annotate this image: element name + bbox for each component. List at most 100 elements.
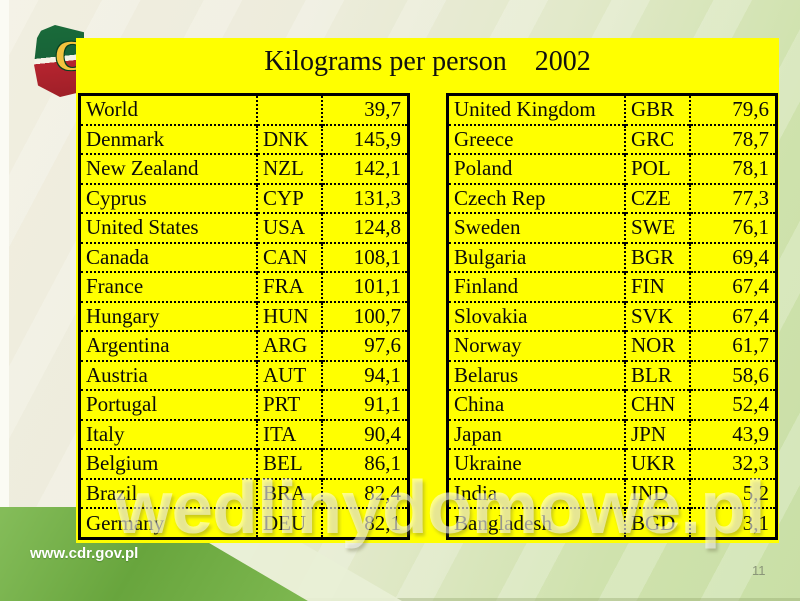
table-row: New Zealand NZL 142,1 — [79, 153, 409, 184]
table-row: Hungary HUN 100,7 — [79, 300, 409, 332]
table-row: Ukraine UKR 32,3 — [447, 448, 777, 479]
value-cell: 32,3 — [689, 448, 777, 479]
table-row: Bulgaria BGR 69,4 — [447, 241, 777, 273]
code-cell: JPN — [624, 418, 690, 450]
table-row: Greece GRC 78,7 — [447, 123, 777, 155]
value-cell: 58,6 — [689, 359, 777, 391]
value-cell: 67,4 — [689, 271, 777, 302]
code-cell: FRA — [256, 271, 322, 302]
table-row: Argentina ARG 97,6 — [79, 330, 409, 361]
value-cell: 61,7 — [689, 330, 777, 361]
country-cell: Norway — [447, 330, 625, 361]
code-cell: BLR — [624, 359, 690, 391]
value-cell: 124,8 — [321, 212, 409, 243]
code-cell: BRA — [256, 477, 322, 509]
table-row: United Kingdom GBR 79,6 — [448, 94, 777, 125]
table-row: World 39,7 — [80, 94, 409, 125]
value-cell: 67,4 — [689, 300, 777, 332]
value-cell: 131,3 — [321, 182, 409, 214]
value-cell: 82,4 — [321, 477, 409, 509]
code-cell — [256, 94, 322, 125]
country-cell: United Kingdom — [454, 97, 596, 122]
country-cell: Germany — [79, 507, 257, 539]
value-cell: 79,6 — [689, 94, 777, 125]
value-cell: 101,1 — [321, 271, 409, 302]
table-row: Italy ITA 90,4 — [79, 418, 409, 450]
slide-title: Kilograms per person 2002 — [264, 46, 591, 77]
left-edge-strip — [0, 0, 9, 601]
country-table-right: United Kingdom GBR 79,6 Greece GRC 78,7 Poland… — [446, 93, 778, 540]
country-cell: Poland — [447, 153, 625, 184]
code-cell: DEU — [256, 507, 322, 539]
country-cell: Canada — [79, 241, 257, 273]
table-row: India IND 5,2 — [447, 477, 777, 509]
value-cell: 76,1 — [689, 212, 777, 243]
table-row: Belgium BEL 86,1 — [79, 448, 409, 479]
value-cell: 108,1 — [321, 241, 409, 273]
country-cell: Japan — [447, 418, 625, 450]
code-cell: PRT — [256, 389, 322, 420]
country-cell: Brazil — [79, 477, 257, 509]
value-cell: 91,1 — [321, 389, 409, 420]
code-cell: CHN — [624, 389, 690, 420]
code-cell: UKR — [624, 448, 690, 479]
value-cell: 78,7 — [689, 123, 777, 155]
code-cell: AUT — [256, 359, 322, 391]
country-table-left: World 39,7 Denmark DNK 145,9 New Zealand NZL 14… — [78, 93, 410, 540]
code-cell: FIN — [624, 271, 690, 302]
code-cell: CZE — [624, 182, 690, 214]
value-cell: 82,1 — [321, 507, 409, 539]
country-cell: Greece — [447, 123, 625, 155]
value-cell: 145,9 — [321, 123, 409, 155]
code-cell: NZL — [256, 153, 322, 184]
table-row: Germany DEU 82,1 — [79, 507, 409, 539]
table-row: China CHN 52,4 — [447, 389, 777, 420]
value-cell: 78,1 — [689, 153, 777, 184]
table-row: United States USA 124,8 — [79, 212, 409, 243]
country-cell: Portugal — [79, 389, 257, 420]
code-cell: CAN — [256, 241, 322, 273]
country-cell: India — [447, 477, 625, 509]
country-cell: United States — [79, 212, 257, 243]
code-cell: USA — [256, 212, 322, 243]
table-row: Poland POL 78,1 — [447, 153, 777, 184]
table-row: Bangladesh BGD 3,1 — [447, 507, 777, 539]
country-cell: Belgium — [79, 448, 257, 479]
table-row: Portugal PRT 91,1 — [79, 389, 409, 420]
value-cell: 3,1 — [689, 507, 777, 539]
country-cell: Ukraine — [447, 448, 625, 479]
code-cell: BGD — [624, 507, 690, 539]
code-cell: GRC — [624, 123, 690, 155]
table-row: Denmark DNK 145,9 — [79, 123, 409, 155]
value-cell: 97,6 — [321, 330, 409, 361]
code-cell: DNK — [256, 123, 322, 155]
country-cell: France — [79, 271, 257, 302]
table-row: France FRA 101,1 — [79, 271, 409, 302]
country-cell: Sweden — [447, 212, 625, 243]
table-row: Brazil BRA 82,4 — [79, 477, 409, 509]
country-cell: Belarus — [447, 359, 625, 391]
country-cell: Cyprus — [79, 182, 257, 214]
country-cell: Italy — [79, 418, 257, 450]
code-cell: SWE — [624, 212, 690, 243]
country-cell: Bulgaria — [447, 241, 625, 273]
code-cell: BEL — [256, 448, 322, 479]
value-cell: 94,1 — [321, 359, 409, 391]
cdr-shield-logo: C — [34, 25, 84, 97]
value-cell: 43,9 — [689, 418, 777, 450]
code-cell: NOR — [624, 330, 690, 361]
code-cell: GBR — [624, 94, 690, 125]
table-row: Slovakia SVK 67,4 — [447, 300, 777, 332]
table-row: Japan JPN 43,9 — [447, 418, 777, 450]
footer-url: www.cdr.gov.pl — [30, 545, 139, 562]
value-cell: 5,2 — [689, 477, 777, 509]
country-cell: Finland — [447, 271, 625, 302]
country-cell: Austria — [79, 359, 257, 391]
code-cell: ITA — [256, 418, 322, 450]
country-cell: World — [86, 97, 138, 122]
code-cell: POL — [624, 153, 690, 184]
value-cell: 77,3 — [689, 182, 777, 214]
table-row: Finland FIN 67,4 — [447, 271, 777, 302]
table-row: Austria AUT 94,1 — [79, 359, 409, 391]
